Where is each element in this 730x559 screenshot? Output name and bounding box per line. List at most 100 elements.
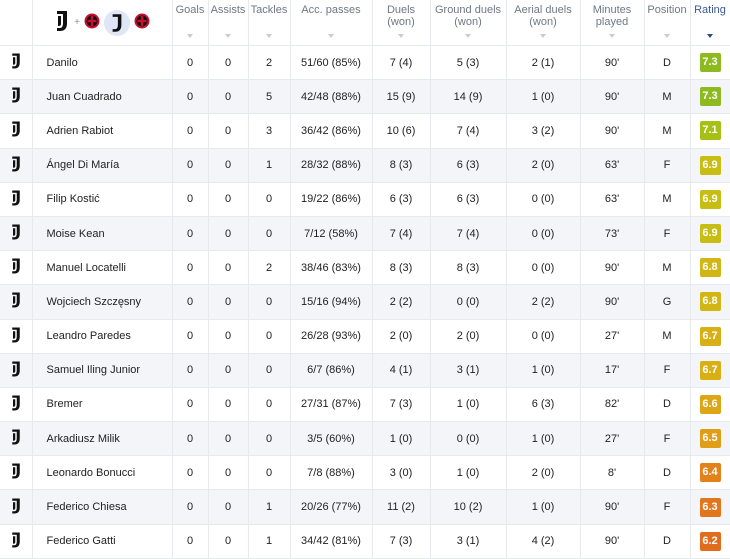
table-row[interactable]: Leonardo Bonucci 0 0 0 7/8 (88%) 3 (0) 1… <box>0 455 730 491</box>
aerial-duels-cell: 2 (0) <box>506 455 581 491</box>
assists-cell: 0 <box>208 455 249 491</box>
ground-duels-cell: 0 (0) <box>430 284 507 320</box>
crest-cell <box>0 353 33 388</box>
table-row[interactable]: Moise Kean 0 0 0 7/12 (58%) 7 (4) 7 (4) … <box>0 216 730 252</box>
assists-cell: 0 <box>208 421 249 457</box>
ground-duels-cell: 3 (1) <box>430 524 507 559</box>
player-name[interactable]: Adrien Rabiot <box>32 113 173 149</box>
player-name[interactable]: Ángel Di María <box>32 148 173 183</box>
acc-passes-cell: 38/46 (83%) <box>290 250 373 286</box>
table-row[interactable]: Samuel Iling Junior 0 0 0 6/7 (86%) 4 (1… <box>0 353 730 388</box>
acc-passes-cell: 6/7 (86%) <box>290 353 373 388</box>
aerial-duels-cell: 4 (2) <box>506 524 581 559</box>
table-row[interactable]: Juan Cuadrado 0 0 5 42/48 (88%) 15 (9) 1… <box>0 79 730 115</box>
minutes-cell: 90' <box>580 524 645 559</box>
sort-arrow-icon <box>328 34 334 38</box>
table-row[interactable]: Federico Gatti 0 0 1 34/42 (81%) 7 (3) 3… <box>0 524 730 559</box>
crest-cell <box>0 45 33 81</box>
tackles-cell: 0 <box>248 387 291 423</box>
goals-cell: 0 <box>172 79 209 115</box>
player-name[interactable]: Arkadiusz Milik <box>32 421 173 457</box>
minutes-cell: 90' <box>580 45 645 81</box>
sort-arrow-icon <box>398 34 404 38</box>
player-name[interactable]: Leandro Paredes <box>32 319 173 354</box>
player-name[interactable]: Wojciech Szczęsny <box>32 284 173 320</box>
col-aerial-duels[interactable]: Aerial duels (won) <box>506 0 581 46</box>
col-rating[interactable]: Rating <box>690 0 730 46</box>
player-name[interactable]: Moise Kean <box>32 216 173 252</box>
col-tackles[interactable]: Tackles <box>248 0 291 46</box>
col-goals[interactable]: Goals <box>172 0 209 46</box>
player-name[interactable]: Bremer <box>32 387 173 423</box>
col-duels[interactable]: Duels (won) <box>372 0 431 46</box>
juventus-crest-icon[interactable] <box>54 10 70 35</box>
player-name[interactable]: Samuel Iling Junior <box>32 353 173 388</box>
table-row[interactable]: Filip Kostić 0 0 0 19/22 (86%) 6 (3) 6 (… <box>0 182 730 217</box>
juventus-crest-icon <box>10 292 22 313</box>
assists-cell: 0 <box>208 524 249 559</box>
acc-passes-cell: 28/32 (88%) <box>290 148 373 183</box>
sort-arrow-icon <box>540 34 546 38</box>
acc-passes-cell: 42/48 (88%) <box>290 79 373 115</box>
juventus-crest-icon <box>10 87 22 108</box>
duels-cell: 6 (3) <box>372 182 431 217</box>
ground-duels-cell: 7 (4) <box>430 113 507 149</box>
player-name[interactable]: Filip Kostić <box>32 182 173 217</box>
rating-badge: 6.4 <box>699 463 721 483</box>
position-cell: G <box>644 284 691 320</box>
milan-crest-icon[interactable] <box>84 11 100 34</box>
juventus-crest-icon <box>10 327 22 348</box>
sort-arrow-icon <box>187 34 193 38</box>
crest-cell <box>0 524 33 559</box>
col-acc-passes[interactable]: Acc. passes <box>290 0 373 46</box>
duels-cell: 2 (0) <box>372 319 431 354</box>
rating-badge: 6.6 <box>699 394 721 414</box>
assists-cell: 0 <box>208 250 249 286</box>
tackles-cell: 5 <box>248 79 291 115</box>
minutes-cell: 63' <box>580 148 645 183</box>
sort-arrow-icon <box>225 34 231 38</box>
minutes-cell: 27' <box>580 421 645 457</box>
duels-cell: 7 (4) <box>372 45 431 81</box>
acc-passes-cell: 26/28 (93%) <box>290 319 373 354</box>
rating-cell: 7.3 <box>690 45 730 81</box>
player-name[interactable]: Danilo <box>32 45 173 81</box>
player-name[interactable]: Leonardo Bonucci <box>32 455 173 491</box>
table-row[interactable]: Adrien Rabiot 0 0 3 36/42 (86%) 10 (6) 7… <box>0 113 730 149</box>
player-name[interactable]: Juan Cuadrado <box>32 79 173 115</box>
crest-cell <box>0 284 33 320</box>
table-row[interactable]: Leandro Paredes 0 0 0 26/28 (93%) 2 (0) … <box>0 319 730 354</box>
duels-cell: 11 (2) <box>372 489 431 525</box>
juventus-crest-icon <box>10 395 22 416</box>
col-assists[interactable]: Assists <box>208 0 249 46</box>
goals-cell: 0 <box>172 284 209 320</box>
rating-cell: 6.8 <box>690 250 730 286</box>
position-cell: D <box>644 524 691 559</box>
table-row[interactable]: Federico Chiesa 0 0 1 20/26 (77%) 11 (2)… <box>0 489 730 525</box>
juventus-selected-icon[interactable] <box>103 9 130 36</box>
tackles-cell: 0 <box>248 216 291 252</box>
player-name[interactable]: Federico Gatti <box>32 524 173 559</box>
rating-cell: 6.4 <box>690 455 730 491</box>
rating-badge: 6.2 <box>699 531 721 551</box>
table-row[interactable]: Bremer 0 0 0 27/31 (87%) 7 (3) 1 (0) 6 (… <box>0 387 730 423</box>
table-row[interactable]: Manuel Locatelli 0 0 2 38/46 (83%) 8 (3)… <box>0 250 730 286</box>
player-name[interactable]: Manuel Locatelli <box>32 250 173 286</box>
table-row[interactable]: Danilo 0 0 2 51/60 (85%) 7 (4) 5 (3) 2 (… <box>0 45 730 81</box>
tackles-cell: 0 <box>248 319 291 354</box>
duels-cell: 4 (1) <box>372 353 431 388</box>
table-row[interactable]: Wojciech Szczęsny 0 0 0 15/16 (94%) 2 (2… <box>0 284 730 320</box>
col-minutes[interactable]: Minutes played <box>580 0 645 46</box>
duels-cell: 8 (3) <box>372 148 431 183</box>
col-position[interactable]: Position <box>644 0 691 46</box>
table-row[interactable]: Arkadiusz Milik 0 0 0 3/5 (60%) 1 (0) 0 … <box>0 421 730 457</box>
col-ground-duels[interactable]: Ground duels (won) <box>430 0 507 46</box>
player-name[interactable]: Federico Chiesa <box>32 489 173 525</box>
aerial-duels-cell: 1 (0) <box>506 421 581 457</box>
sort-arrow-icon <box>609 34 615 38</box>
milan-crest-icon-2[interactable] <box>134 11 150 34</box>
table-row[interactable]: Ángel Di María 0 0 1 28/32 (88%) 8 (3) 6… <box>0 148 730 183</box>
position-cell: M <box>644 79 691 115</box>
rating-cell: 6.8 <box>690 284 730 320</box>
crest-cell <box>0 148 33 183</box>
